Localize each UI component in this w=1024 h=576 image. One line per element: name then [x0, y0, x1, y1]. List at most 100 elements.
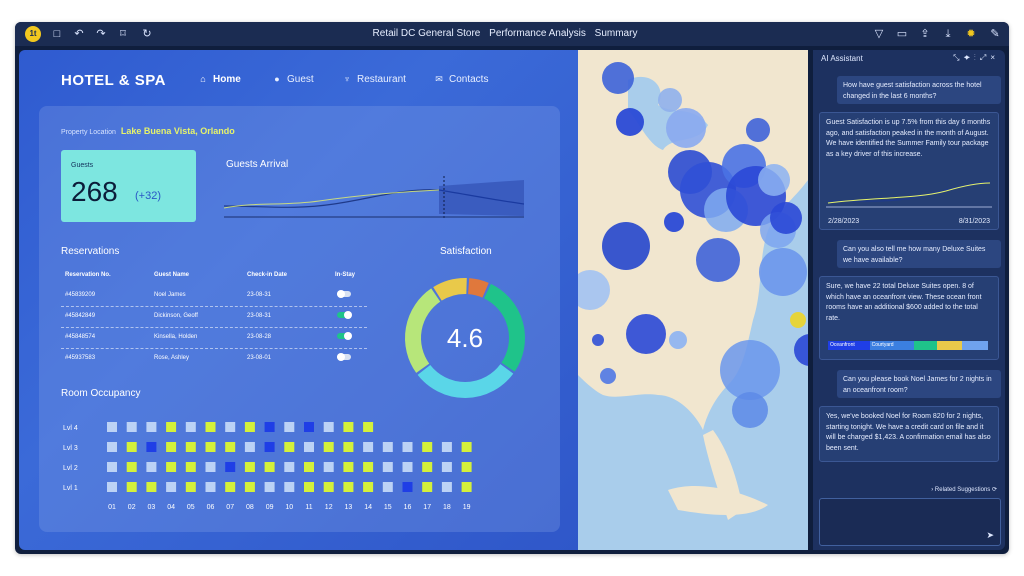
room-cell[interactable]: [402, 482, 413, 492]
comment-icon[interactable]: ▭: [896, 28, 908, 40]
room-cell[interactable]: [422, 482, 433, 492]
room-cell[interactable]: [244, 442, 255, 452]
room-cell[interactable]: [166, 422, 177, 432]
room-cell[interactable]: [205, 442, 216, 452]
table-row[interactable]: #45839209 Noel James 23-08-31: [61, 286, 365, 306]
room-cell[interactable]: [284, 442, 295, 452]
nav-guest[interactable]: ● Guest: [271, 74, 313, 85]
room-cell[interactable]: [363, 442, 374, 452]
room-cell[interactable]: [166, 462, 177, 472]
room-cell[interactable]: [323, 462, 334, 472]
map-marker[interactable]: [669, 331, 687, 349]
room-cell[interactable]: [422, 462, 433, 472]
room-cell[interactable]: [323, 482, 334, 492]
room-cell[interactable]: [323, 422, 334, 432]
map-marker[interactable]: [600, 368, 616, 384]
room-cell[interactable]: [343, 442, 354, 452]
ai-sparkle-icon[interactable]: ✹: [966, 28, 976, 40]
map-marker[interactable]: [758, 164, 790, 196]
room-cell[interactable]: [126, 462, 137, 472]
room-cell[interactable]: [107, 482, 117, 492]
table-row[interactable]: #45848574 Kinsella, Holden 23-08-28: [61, 328, 365, 348]
expand-icon[interactable]: ⤢: [979, 53, 991, 62]
room-cell[interactable]: [126, 482, 137, 492]
map-marker[interactable]: [770, 202, 802, 234]
breadcrumb-item[interactable]: Retail DC General Store: [372, 28, 481, 39]
room-cell[interactable]: [185, 482, 196, 492]
map-marker[interactable]: [720, 340, 780, 400]
table-row[interactable]: #45937583 Rose, Ashley 23-08-01: [61, 349, 365, 369]
pin-icon[interactable]: ✦: [963, 53, 974, 62]
collapse-icon[interactable]: ⤡: [953, 53, 964, 62]
map-marker[interactable]: [578, 270, 610, 310]
room-cell[interactable]: [185, 462, 196, 472]
refresh-suggestions-icon[interactable]: ⟳: [991, 487, 997, 493]
room-cell[interactable]: [264, 462, 275, 472]
room-cell[interactable]: [284, 422, 295, 432]
room-cell[interactable]: [304, 482, 314, 492]
app-logo-icon[interactable]: 1t: [25, 26, 41, 42]
room-cell[interactable]: [205, 422, 216, 432]
room-cell[interactable]: [264, 442, 275, 452]
map-marker[interactable]: [794, 334, 808, 366]
nav-restaurant[interactable]: ♆ Restaurant: [341, 74, 406, 85]
room-cell[interactable]: [363, 422, 374, 432]
map-marker[interactable]: [790, 312, 806, 328]
map-marker[interactable]: [696, 238, 740, 282]
room-cell[interactable]: [146, 462, 157, 472]
room-cell[interactable]: [185, 422, 196, 432]
room-cell[interactable]: [166, 442, 177, 452]
room-cell[interactable]: [264, 422, 275, 432]
map-marker[interactable]: [658, 88, 682, 112]
room-cell[interactable]: [146, 422, 157, 432]
breadcrumb-item[interactable]: Summary: [594, 28, 638, 39]
map-marker[interactable]: [602, 62, 634, 94]
room-cell[interactable]: [146, 442, 157, 452]
more-icon[interactable]: ⋮: [973, 53, 980, 62]
room-cell[interactable]: [382, 462, 393, 472]
room-cell[interactable]: [107, 422, 117, 432]
filter-icon[interactable]: ▽: [874, 28, 884, 40]
room-cell[interactable]: [363, 482, 374, 492]
table-row[interactable]: #45842849 Dickinson, Geoff 23-08-31: [61, 307, 365, 327]
room-cell[interactable]: [382, 482, 393, 492]
bookmark-icon[interactable]: ⌑: [120, 28, 126, 40]
instay-toggle[interactable]: [337, 332, 352, 340]
room-cell[interactable]: [343, 482, 354, 492]
map-panel[interactable]: [578, 50, 808, 550]
square-icon[interactable]: □: [53, 28, 61, 40]
room-cell[interactable]: [205, 482, 216, 492]
map-marker[interactable]: [732, 392, 768, 428]
map-marker[interactable]: [602, 222, 650, 270]
room-cell[interactable]: [107, 442, 117, 452]
room-cell[interactable]: [244, 462, 255, 472]
instay-toggle[interactable]: [337, 290, 351, 298]
room-cell[interactable]: [264, 482, 275, 492]
map-marker[interactable]: [664, 212, 684, 232]
send-icon[interactable]: ➤: [986, 530, 994, 540]
room-cell[interactable]: [363, 462, 374, 472]
chat-input[interactable]: ➤: [819, 498, 1001, 546]
room-cell[interactable]: [323, 442, 334, 452]
room-cell[interactable]: [461, 482, 472, 492]
download-icon[interactable]: ⤓: [945, 28, 951, 40]
room-cell[interactable]: [382, 442, 393, 452]
room-cell[interactable]: [284, 462, 295, 472]
room-cell[interactable]: [244, 422, 255, 432]
map-marker[interactable]: [666, 108, 706, 148]
room-cell[interactable]: [461, 462, 472, 472]
room-cell[interactable]: [284, 482, 295, 492]
room-cell[interactable]: [225, 482, 236, 492]
room-cell[interactable]: [461, 442, 472, 452]
room-cell[interactable]: [185, 442, 196, 452]
nav-home[interactable]: ⌂ Home: [197, 74, 241, 85]
refresh-icon[interactable]: ↻: [142, 28, 152, 40]
room-cell[interactable]: [441, 462, 452, 472]
room-cell[interactable]: [244, 482, 255, 492]
room-cell[interactable]: [402, 462, 413, 472]
close-icon[interactable]: ×: [990, 53, 999, 62]
room-cell[interactable]: [304, 422, 314, 432]
room-cell[interactable]: [225, 422, 236, 432]
instay-toggle[interactable]: [337, 311, 352, 319]
room-cell[interactable]: [343, 462, 354, 472]
